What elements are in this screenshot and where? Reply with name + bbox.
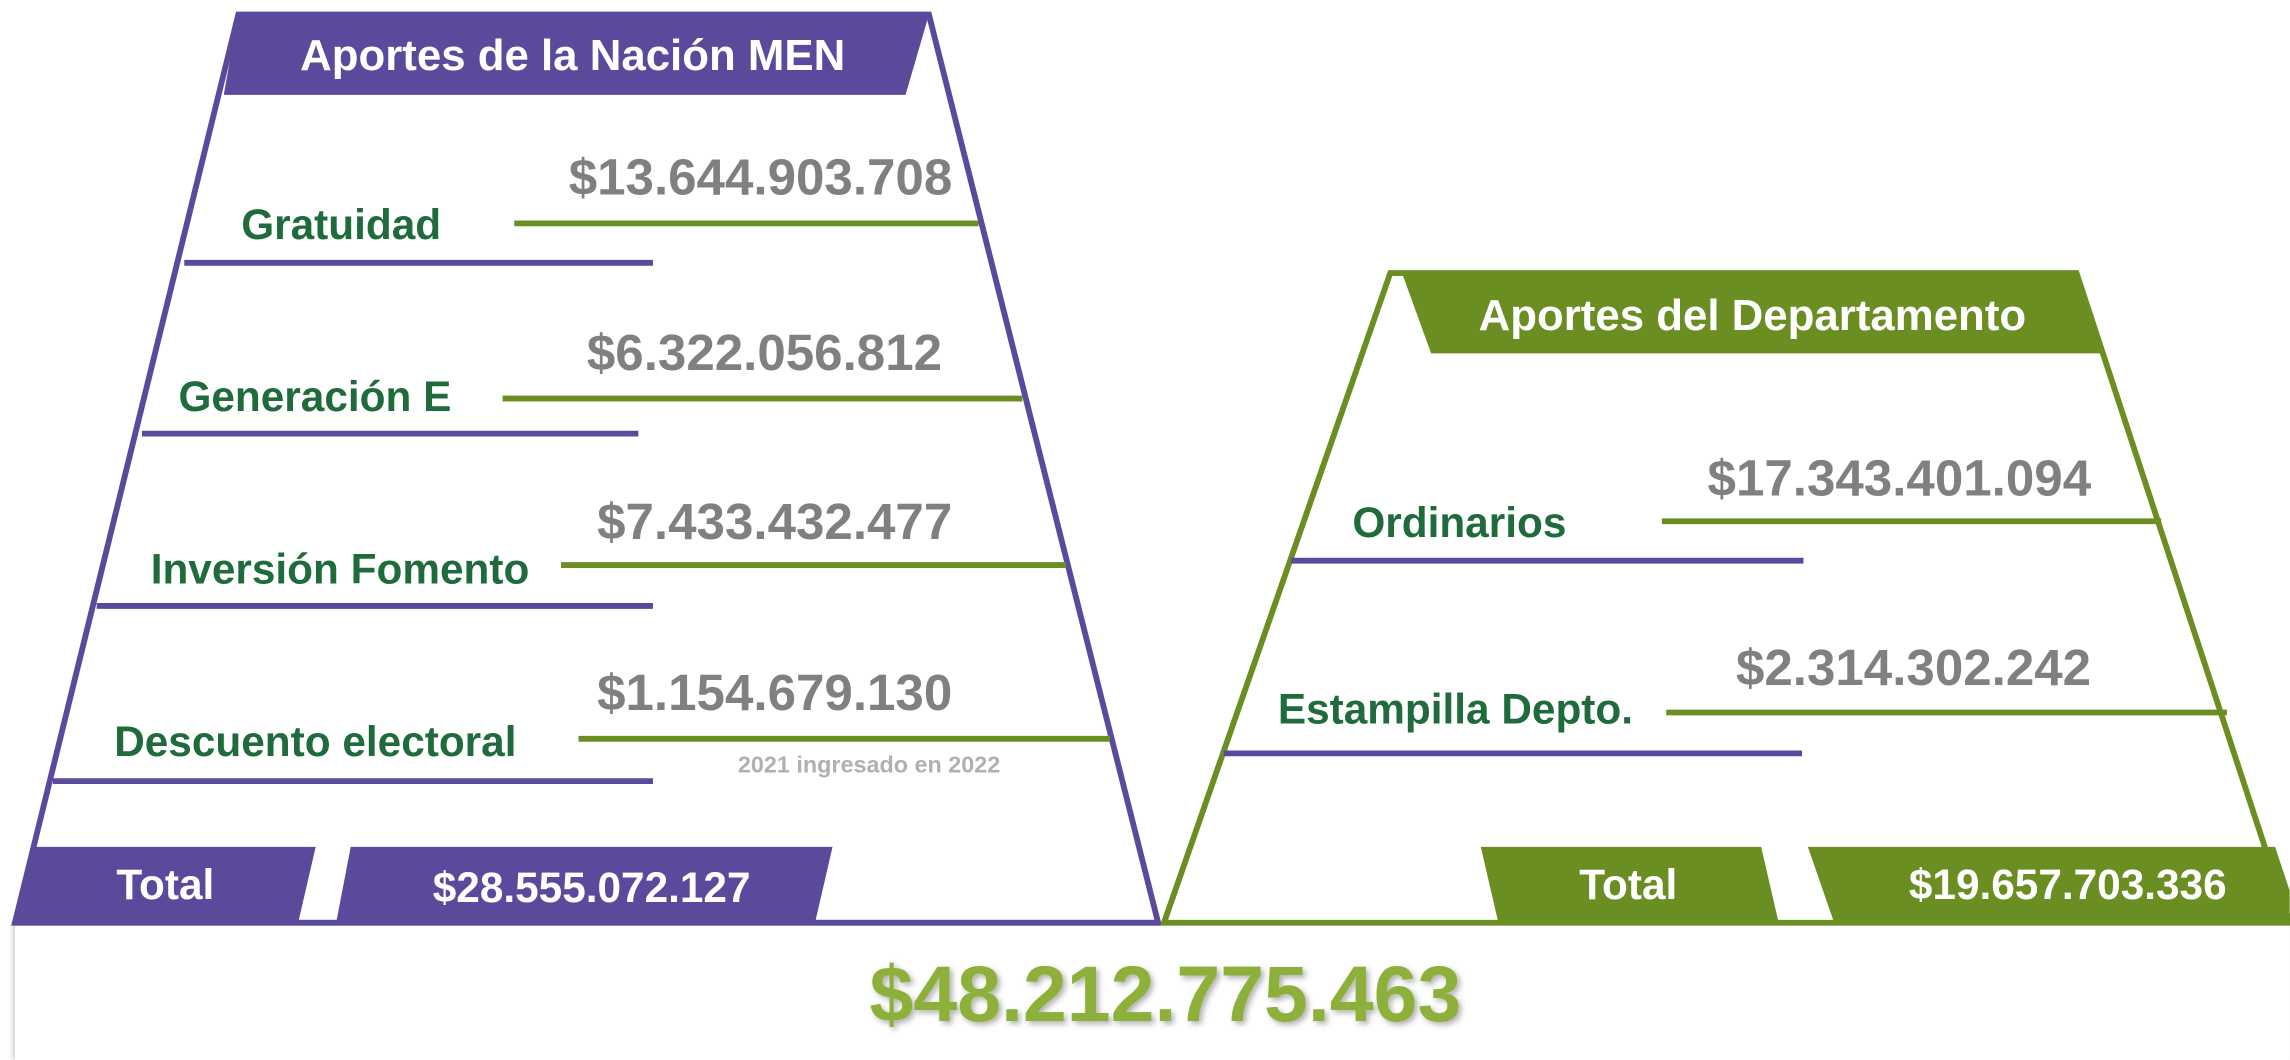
right-trapezoid xyxy=(1159,270,2290,926)
item-value: $17.343.401.094 xyxy=(1708,449,2092,506)
item-value: $6.322.056.812 xyxy=(587,324,942,381)
total-value-box xyxy=(1807,846,2290,923)
item-label: Ordinarios xyxy=(1352,499,1566,546)
right-banner xyxy=(1401,273,2106,354)
item-value: $7.433.432.477 xyxy=(597,493,952,550)
total-label-box xyxy=(14,846,316,923)
item-note: 2021 ingresado en 2022 xyxy=(738,752,1000,778)
item-label: Generación E xyxy=(178,373,451,420)
total-value: $19.657.703.336 xyxy=(1909,861,2227,908)
total-value-box xyxy=(336,846,833,923)
total-label: Total xyxy=(116,861,214,908)
item-value: $2.314.302.242 xyxy=(1736,639,2091,696)
item-label: Estampilla Depto. xyxy=(1278,686,1633,733)
left-title: Aportes de la Nación MEN xyxy=(300,31,845,80)
item-label: Descuento electoral xyxy=(114,718,516,765)
grand-total: $48.212.775.463 xyxy=(870,950,1462,1038)
item-label: Inversión Fomento xyxy=(151,546,530,593)
total-value: $28.555.072.127 xyxy=(433,864,751,911)
left-banner xyxy=(223,14,929,95)
item-value: $13.644.903.708 xyxy=(569,149,953,206)
footer-box xyxy=(14,922,2290,1060)
item-label: Gratuidad xyxy=(241,201,441,248)
total-label-box xyxy=(1480,846,1779,923)
right-title: Aportes del Departamento xyxy=(1479,291,2027,340)
item-value: $1.154.679.130 xyxy=(597,664,952,721)
total-label: Total xyxy=(1579,861,1677,908)
